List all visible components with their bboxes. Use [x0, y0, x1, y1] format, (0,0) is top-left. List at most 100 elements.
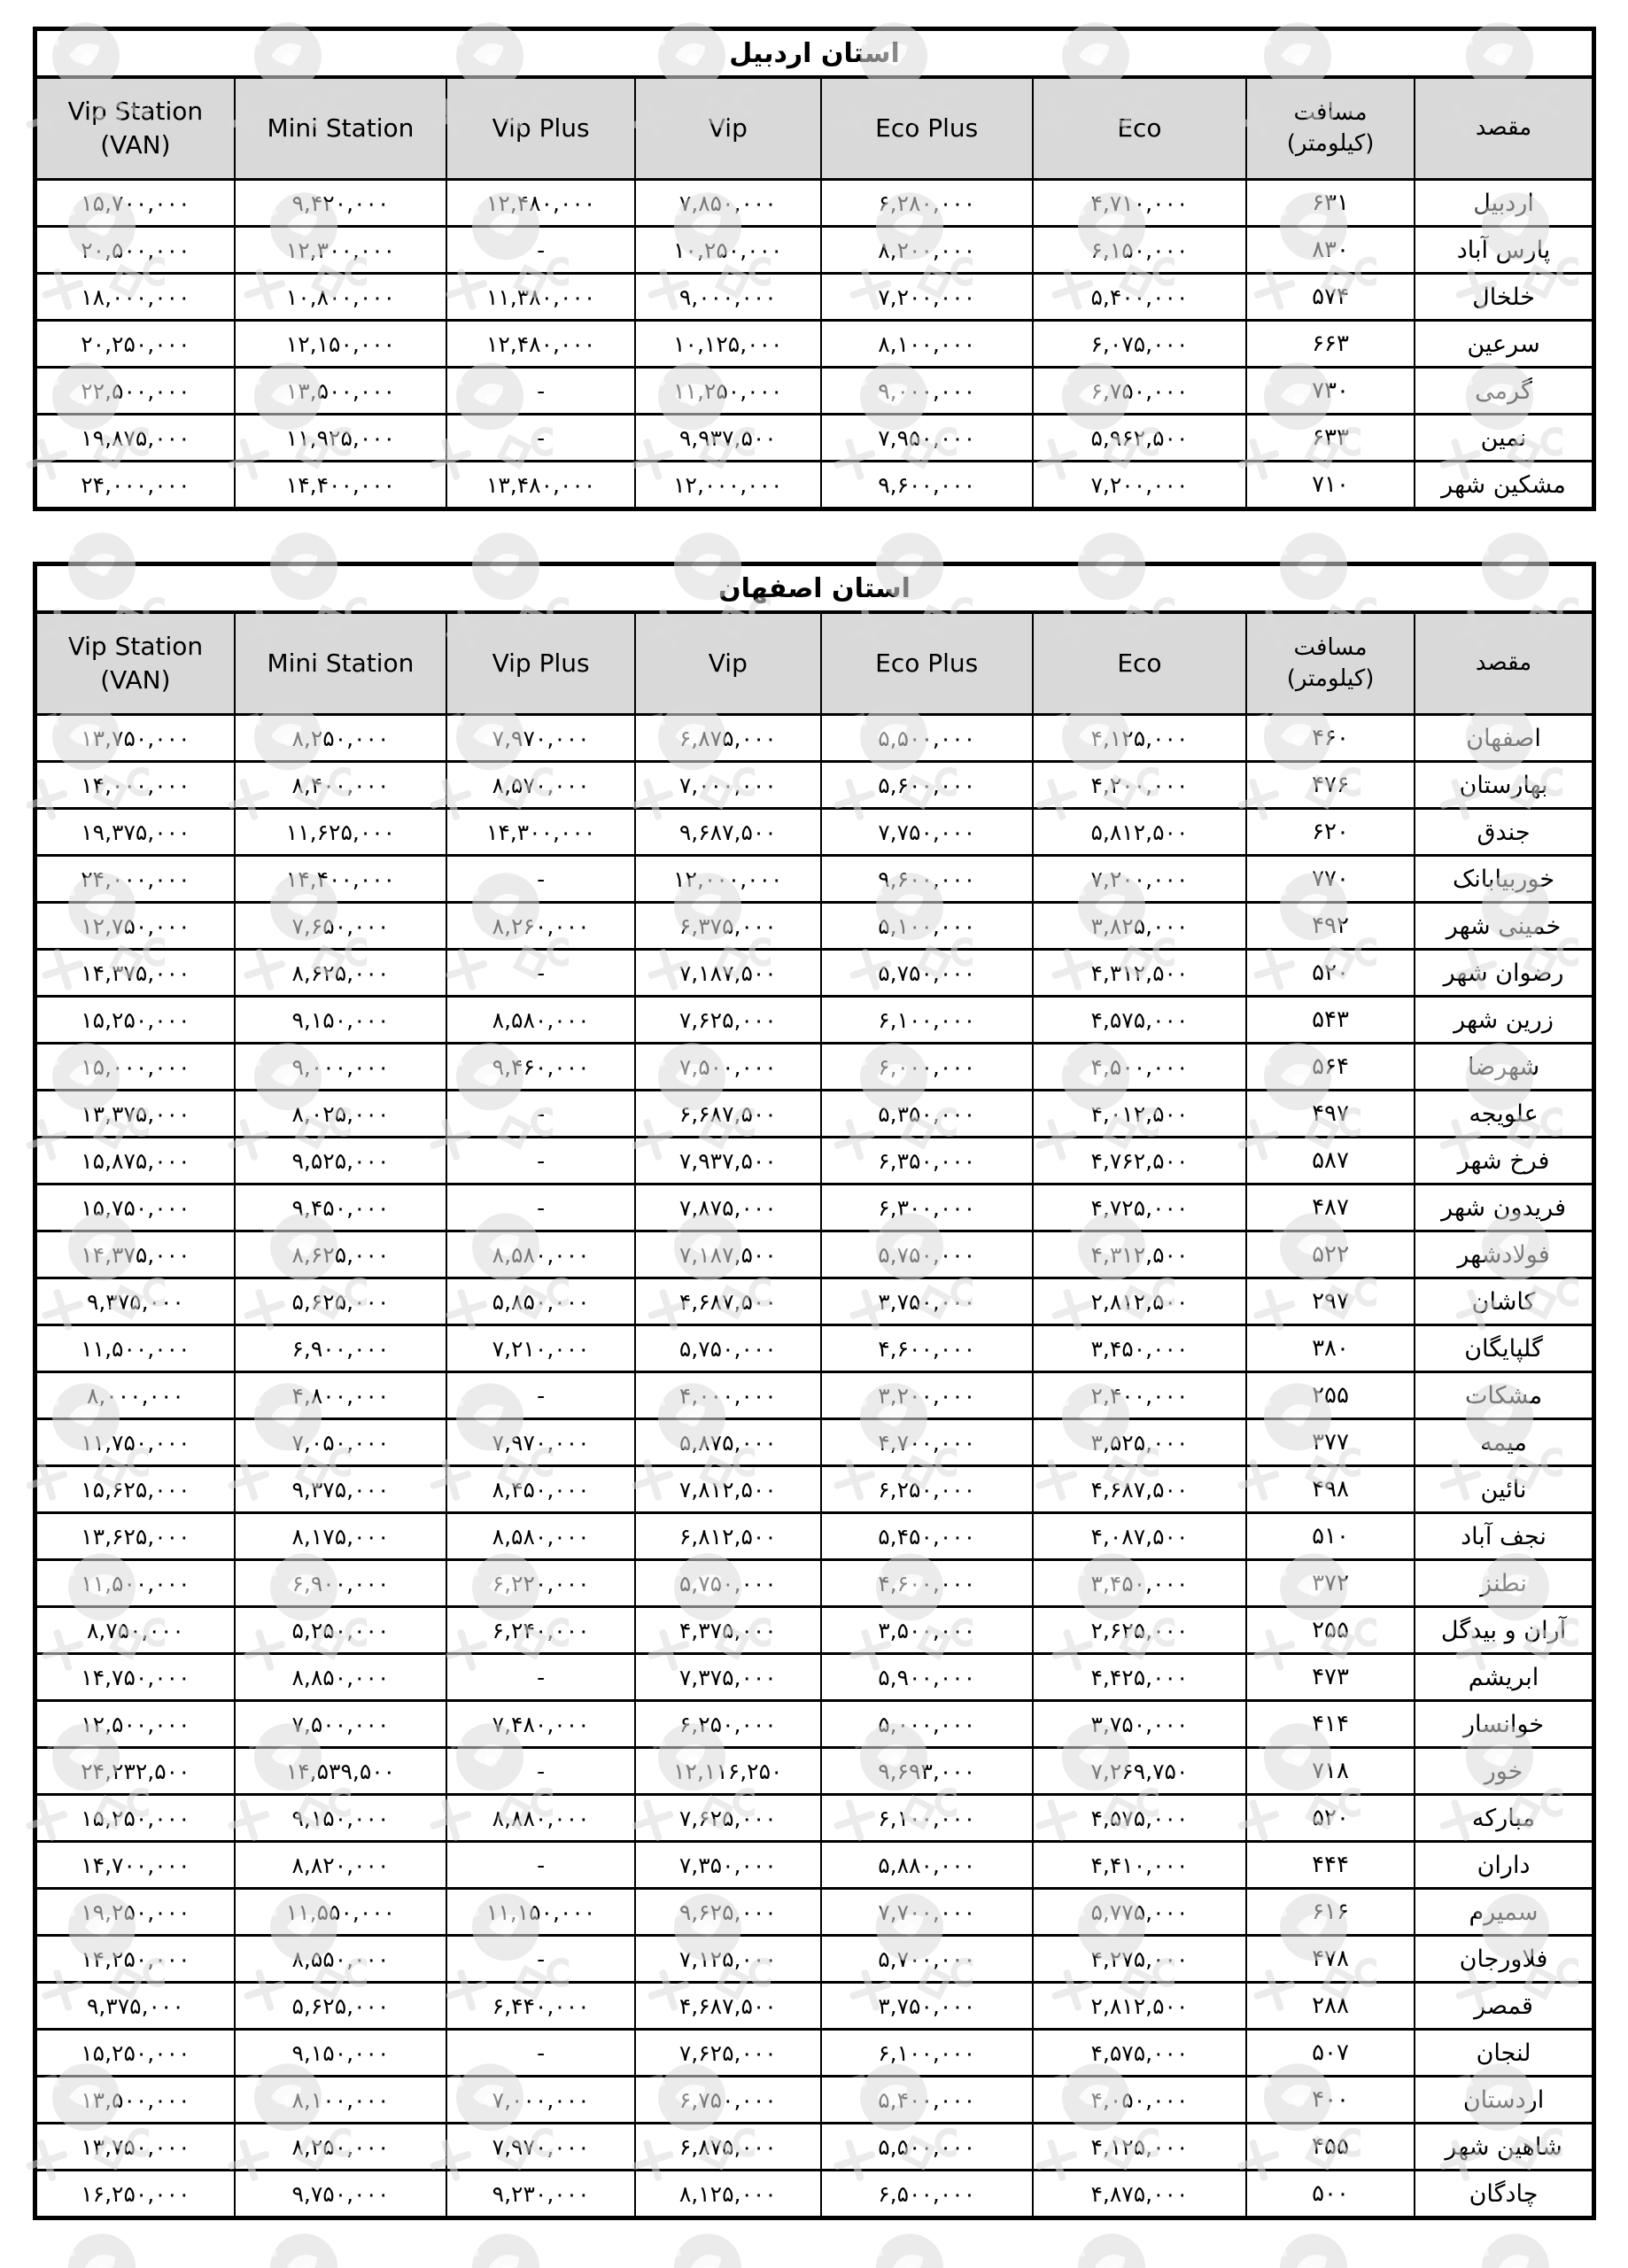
price-cell-mini-station: ۴,۸۰۰,۰۰۰ [233, 1371, 448, 1420]
destination-cell: فریدون شهر [1414, 1183, 1595, 1232]
price-cell-vip-plus: ۸,۵۸۰,۰۰۰ [446, 1511, 637, 1561]
destination-cell: قمصر [1414, 1981, 1595, 2031]
price-cell-eco-plus: ۵,۷۰۰,۰۰۰ [819, 1934, 1034, 1984]
destination-cell: فولادشهر [1414, 1230, 1595, 1279]
price-cell-mini-station: ۱۲,۱۵۰,۰۰۰ [233, 319, 448, 369]
table-gap [33, 511, 1596, 562]
price-cell-eco: ۷,۲۰۰,۰۰۰ [1031, 460, 1247, 510]
price-cell-eco-plus: ۵,۷۵۰,۰۰۰ [819, 1230, 1034, 1279]
destination-cell: چادگان [1414, 2169, 1595, 2219]
table-row: ۱۲,۵۰۰,۰۰۰ ۷,۵۰۰,۰۰۰ ۷,۴۸۰,۰۰۰ ۶,۲۵۰,۰۰۰ ۵,۰… [34, 1699, 1595, 1749]
price-cell-vip-station-van: ۱۳,۷۵۰,۰۰۰ [34, 713, 236, 763]
destination-cell: مشکین شهر [1414, 460, 1595, 510]
price-cell-vip-plus: ۸,۵۷۰,۰۰۰ [446, 760, 637, 810]
price-cell-mini-station: ۹,۴۵۰,۰۰۰ [233, 1183, 448, 1232]
price-cell-vip-plus: ۸,۸۸۰,۰۰۰ [446, 1793, 637, 1843]
column-header-vip: Vip [634, 610, 822, 716]
price-cell-vip-station-van: ۱۳,۶۲۵,۰۰۰ [34, 1511, 236, 1561]
price-cell-eco: ۴,۵۷۵,۰۰۰ [1031, 1793, 1247, 1843]
price-cell-vip-plus: ۱۳,۴۸۰,۰۰۰ [446, 460, 637, 510]
destination-cell: مشکات [1414, 1371, 1595, 1420]
price-cell-vip-plus: - [446, 948, 637, 998]
table-row: ۱۵,۰۰۰,۰۰۰ ۹,۰۰۰,۰۰۰ ۹,۴۶۰,۰۰۰ ۷,۵۰۰,۰۰۰ ۶,۰… [34, 1042, 1595, 1091]
destination-cell: خوربیابانک [1414, 854, 1595, 904]
price-cell-vip-station-van: ۱۱,۵۰۰,۰۰۰ [34, 1558, 236, 1608]
price-cell-eco: ۴,۵۰۰,۰۰۰ [1031, 1042, 1247, 1091]
price-cell-mini-station: ۱۲,۳۰۰,۰۰۰ [233, 225, 448, 275]
price-cell-eco: ۶,۰۷۵,۰۰۰ [1031, 319, 1247, 369]
distance-cell: ۷۷۰ [1244, 854, 1416, 904]
price-cell-mini-station: ۱۳,۵۰۰,۰۰۰ [233, 366, 448, 416]
price-cell-vip-plus: ۷,۰۰۰,۰۰۰ [446, 2075, 637, 2124]
taxi-logo-watermark [463, 2233, 540, 2268]
price-cell-vip: ۶,۲۵۰,۰۰۰ [634, 1699, 822, 1749]
price-cell-mini-station: ۸,۵۵۰,۰۰۰ [233, 1934, 448, 1984]
destination-cell: شاهین شهر [1414, 2122, 1595, 2171]
price-cell-vip-station-van: ۸,۷۵۰,۰۰۰ [34, 1605, 236, 1655]
price-cell-vip: ۱۲,۱۱۶,۲۵۰ [634, 1746, 822, 1796]
table-row: ۹,۳۷۵,۰۰۰ ۵,۶۲۵,۰۰۰ ۵,۸۵۰,۰۰۰ ۴,۶۸۷,۵۰۰ ۳,۷۵… [34, 1277, 1595, 1326]
destination-cell: خلخال [1414, 272, 1595, 322]
price-cell-eco-plus: ۵,۵۰۰,۰۰۰ [819, 2122, 1034, 2171]
distance-cell: ۴۱۴ [1244, 1699, 1416, 1749]
destination-cell: نطنز [1414, 1558, 1595, 1608]
destination-cell: گرمی [1414, 366, 1595, 416]
price-cell-eco-plus: ۳,۷۵۰,۰۰۰ [819, 1981, 1034, 2031]
price-cell-vip-station-van: ۹,۳۷۵,۰۰۰ [34, 1277, 236, 1326]
table-row: ۱۹,۸۷۵,۰۰۰ ۱۱,۹۲۵,۰۰۰-۹,۹۳۷,۵۰۰ ۷,۹۵۰,۰۰۰ ۵… [34, 413, 1595, 462]
table-row: ۱۵,۸۷۵,۰۰۰ ۹,۵۲۵,۰۰۰-۷,۹۳۷,۵۰۰ ۶,۳۵۰,۰۰۰ ۴,… [34, 1136, 1595, 1185]
price-cell-vip: ۷,۹۳۷,۵۰۰ [634, 1136, 822, 1185]
taxi-logo-watermark [1473, 2233, 1550, 2268]
price-cell-vip-plus: ۱۱,۱۵۰,۰۰۰ [446, 1887, 637, 1937]
table-row: ۲۰,۲۵۰,۰۰۰ ۱۲,۱۵۰,۰۰۰ ۱۲,۴۸۰,۰۰۰ ۱۰,۱۲۵,۰۰۰… [34, 319, 1595, 369]
price-cell-vip-plus: - [446, 854, 637, 904]
distance-cell: ۴۹۲ [1244, 901, 1416, 951]
price-cell-mini-station: ۷,۰۵۰,۰۰۰ [233, 1418, 448, 1467]
price-cell-vip: ۷,۰۰۰,۰۰۰ [634, 760, 822, 810]
price-cell-mini-station: ۱۴,۴۰۰,۰۰۰ [233, 460, 448, 510]
price-cell-vip-plus: - [446, 1934, 637, 1984]
price-cell-eco: ۳,۴۵۰,۰۰۰ [1031, 1324, 1247, 1373]
taxi-logo-watermark [59, 2233, 136, 2268]
destination-cell: فلاورجان [1414, 1934, 1595, 1984]
price-cell-vip-plus: ۱۴,۳۰۰,۰۰۰ [446, 807, 637, 857]
distance-cell: ۲۵۵ [1244, 1371, 1416, 1420]
destination-cell: آران و بیدگل [1414, 1605, 1595, 1655]
table-row: ۱۹,۲۵۰,۰۰۰ ۱۱,۵۵۰,۰۰۰ ۱۱,۱۵۰,۰۰۰ ۹,۶۲۵,۰۰۰ ۷… [34, 1887, 1595, 1937]
price-cell-mini-station: ۶,۹۰۰,۰۰۰ [233, 1324, 448, 1373]
table-row: ۱۸,۰۰۰,۰۰۰ ۱۰,۸۰۰,۰۰۰ ۱۱,۳۸۰,۰۰۰ ۹,۰۰۰,۰۰۰ ۷… [34, 272, 1595, 322]
price-cell-mini-station: ۱۱,۵۵۰,۰۰۰ [233, 1887, 448, 1937]
price-cell-vip: ۶,۷۵۰,۰۰۰ [634, 2075, 822, 2124]
price-cell-eco-plus: ۴,۶۰۰,۰۰۰ [819, 1324, 1034, 1373]
price-cell-mini-station: ۹,۷۵۰,۰۰۰ [233, 2169, 448, 2219]
price-cell-vip: ۴,۶۸۷,۵۰۰ [634, 1981, 822, 2031]
distance-cell: ۵۱۰ [1244, 1511, 1416, 1561]
price-cell-eco-plus: ۹,۶۰۰,۰۰۰ [819, 854, 1034, 904]
distance-cell: ۳۷۷ [1244, 1418, 1416, 1467]
price-cell-vip-station-van: ۱۳,۵۰۰,۰۰۰ [34, 2075, 236, 2124]
destination-cell: علویجه [1414, 1089, 1595, 1138]
price-cell-mini-station: ۸,۱۰۰,۰۰۰ [233, 2075, 448, 2124]
distance-cell: ۴۶۰ [1244, 713, 1416, 763]
price-cell-eco-plus: ۵,۴۵۰,۰۰۰ [819, 1511, 1034, 1561]
price-cell-mini-station: ۹,۴۲۰,۰۰۰ [233, 178, 448, 228]
price-cell-vip: ۶,۳۷۵,۰۰۰ [634, 901, 822, 951]
price-cell-mini-station: ۵,۶۲۵,۰۰۰ [233, 1277, 448, 1326]
price-cell-mini-station: ۹,۳۷۵,۰۰۰ [233, 1464, 448, 1514]
table-row: ۱۵,۷۵۰,۰۰۰ ۹,۴۵۰,۰۰۰-۷,۸۷۵,۰۰۰ ۶,۳۰۰,۰۰۰ ۴,… [34, 1183, 1595, 1232]
table-row: ۸,۰۰۰,۰۰۰ ۴,۸۰۰,۰۰۰-۴,۰۰۰,۰۰۰ ۳,۲۰۰,۰۰۰ ۲,۴… [34, 1371, 1595, 1420]
destination-cell: نمین [1414, 413, 1595, 462]
price-cell-vip-station-van: ۱۵,۷۵۰,۰۰۰ [34, 1183, 236, 1232]
price-cell-vip-station-van: ۱۶,۲۵۰,۰۰۰ [34, 2169, 236, 2219]
price-cell-mini-station: ۸,۴۰۰,۰۰۰ [233, 760, 448, 810]
distance-cell: ۷۱۰ [1244, 460, 1416, 510]
table-row: ۱۱,۷۵۰,۰۰۰ ۷,۰۵۰,۰۰۰ ۷,۹۷۰,۰۰۰ ۵,۸۷۵,۰۰۰ ۴,۷… [34, 1418, 1595, 1467]
column-header-vip-station-van: Vip Station (VAN) [34, 75, 236, 181]
price-cell-eco-plus: ۷,۲۰۰,۰۰۰ [819, 272, 1034, 322]
price-cell-vip: ۱۰,۱۲۵,۰۰۰ [634, 319, 822, 369]
taxi-logo-watermark [665, 2233, 742, 2268]
table-row: ۱۵,۲۵۰,۰۰۰ ۹,۱۵۰,۰۰۰ ۸,۵۸۰,۰۰۰ ۷,۶۲۵,۰۰۰ ۶,۱… [34, 995, 1595, 1045]
table-row: ۱۳,۳۷۵,۰۰۰ ۸,۰۲۵,۰۰۰-۶,۶۸۷,۵۰۰ ۵,۳۵۰,۰۰۰ ۴,… [34, 1089, 1595, 1138]
table-row: ۱۵,۶۲۵,۰۰۰ ۹,۳۷۵,۰۰۰ ۸,۴۵۰,۰۰۰ ۷,۸۱۲,۵۰۰ ۶,۲… [34, 1464, 1595, 1514]
distance-cell: ۴۵۵ [1244, 2122, 1416, 2171]
